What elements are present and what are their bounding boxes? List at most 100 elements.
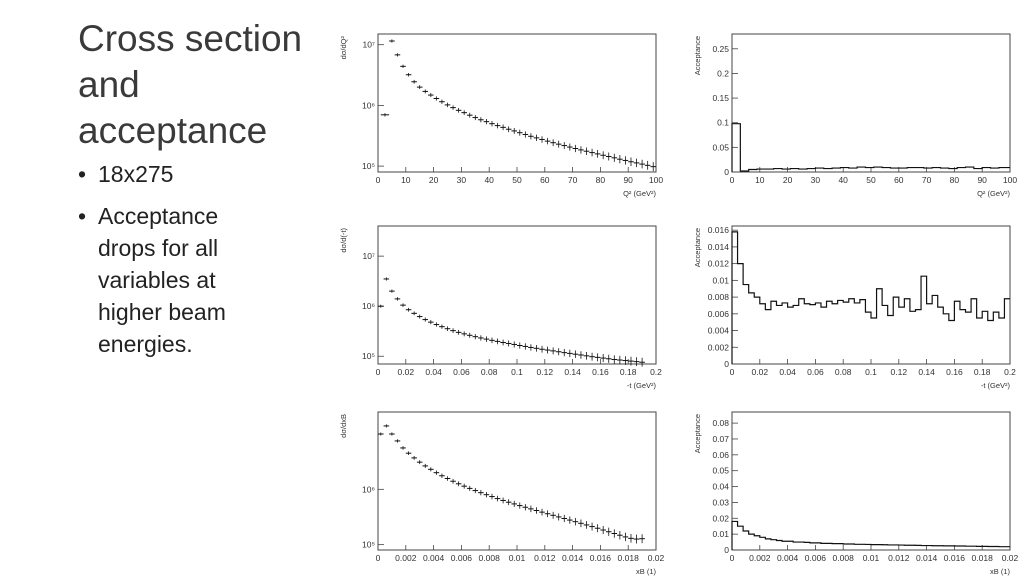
data-point: [461, 483, 467, 489]
x-tick-label: 0.06: [807, 367, 824, 377]
data-point: [578, 146, 584, 154]
data-point: [555, 513, 562, 521]
x-tick-label: 0.02: [398, 367, 415, 377]
x-tick-label: 0.12: [537, 367, 554, 377]
x-tick-label: 0: [730, 553, 735, 563]
y-axis-title: Acceptance: [693, 36, 702, 75]
x-axis-title: -t (GeV²): [627, 381, 657, 390]
data-point: [617, 155, 623, 164]
plot-frame: [731, 411, 1011, 551]
x-tick-label: 50: [512, 175, 522, 185]
data-point: [511, 500, 517, 507]
data-point: [605, 152, 612, 161]
data-point: [389, 39, 395, 43]
data-point: [433, 96, 440, 101]
y-tick-label: 0.25: [712, 44, 729, 54]
data-point: [583, 521, 590, 529]
data-point: [555, 348, 562, 356]
y-tick-label: 0.01: [712, 529, 729, 539]
data-point: [405, 307, 412, 312]
data-point: [389, 432, 395, 436]
data-point: [561, 514, 568, 523]
data-point: [411, 311, 417, 316]
x-tick-label: 0.01: [509, 553, 526, 563]
data-point: [455, 481, 462, 487]
data-point: [633, 357, 640, 367]
data-point: [416, 85, 423, 90]
x-tick-label: 60: [540, 175, 550, 185]
data-point: [605, 527, 612, 536]
data-point: [478, 490, 484, 496]
x-tick-label: 0: [730, 175, 735, 185]
data-point: [466, 485, 473, 491]
data-point: [500, 339, 506, 346]
data-point: [533, 507, 540, 514]
y-axis-title: Acceptance: [693, 228, 702, 267]
data-point: [505, 340, 512, 347]
x-tick-label: 0.01: [863, 553, 880, 563]
data-point: [622, 532, 629, 542]
data-point: [555, 140, 562, 148]
data-point: [383, 424, 390, 428]
y-tick-label: 10⁵: [362, 540, 375, 550]
data-point: [450, 478, 456, 484]
data-point: [444, 476, 451, 481]
data-point: [461, 110, 467, 116]
data-point: [650, 162, 656, 172]
chart-acc-xb: 0 0.002 0.004 0.006 0.008 0.01 0.012 0.014 0.016…: [693, 411, 1019, 576]
data-point: [472, 487, 479, 494]
data-point: [394, 439, 401, 443]
data-point: [639, 159, 645, 169]
chart-xsec-t: 0 0.02 0.04 0.06 0.08 0.1 0.12 0.14 0.16 0.18 0.2 1…: [339, 225, 662, 390]
y-tick-label: 0.006: [708, 309, 730, 319]
data-point: [544, 510, 551, 518]
x-tick-label: 0.016: [944, 553, 966, 563]
data-point: [433, 470, 440, 475]
data-point: [567, 516, 573, 524]
x-tick-label: 80: [596, 175, 606, 185]
chart-acc-q2: 0 10 20 30 40 50 60 70 80 90 100 0 0.05 0.1 0.15 0.2 0.2…: [693, 33, 1017, 198]
y-axis-title: dσ/dxB: [339, 414, 348, 438]
y-tick-label: 0.06: [712, 450, 729, 460]
x-tick-label: 0: [376, 175, 381, 185]
x-tick-label: 0.14: [918, 367, 935, 377]
data-point: [639, 534, 645, 544]
data-point: [439, 99, 445, 104]
data-point: [405, 72, 412, 77]
data-point: [450, 105, 456, 110]
data-point: [522, 343, 529, 350]
plot-frame: [377, 225, 657, 365]
x-tick-label: 0.02: [752, 367, 769, 377]
y-tick-label: 0: [724, 359, 729, 369]
data-point: [600, 525, 606, 535]
y-tick-label: 0.05: [712, 142, 729, 152]
x-tick-label: 30: [811, 175, 821, 185]
data-point: [500, 497, 506, 504]
histogram-line: [731, 520, 1010, 550]
data-point: [478, 117, 484, 123]
data-point: [428, 93, 434, 98]
data-point: [622, 356, 629, 365]
bullet-dot-icon: •: [78, 203, 87, 229]
x-tick-label: 0.1: [865, 367, 877, 377]
data-point: [561, 142, 568, 150]
data-point: [522, 131, 529, 138]
plot-frame: [731, 33, 1011, 173]
data-point: [472, 115, 479, 121]
data-point: [539, 345, 545, 353]
data-point: [439, 473, 445, 478]
y-tick-label: 0.04: [712, 482, 729, 492]
data-point: [494, 338, 501, 345]
x-tick-label: 40: [838, 175, 848, 185]
data-point: [378, 432, 384, 436]
data-point: [583, 351, 590, 360]
y-tick-label: 0.002: [708, 342, 730, 352]
x-tick-label: 0.04: [425, 367, 442, 377]
x-tick-label: 100: [1003, 175, 1017, 185]
data-point: [561, 349, 568, 357]
data-point: [589, 522, 595, 531]
x-tick-label: 0.002: [749, 553, 771, 563]
data-point: [466, 332, 473, 338]
x-tick-label: 0.014: [562, 553, 584, 563]
x-tick-label: 10: [401, 175, 411, 185]
